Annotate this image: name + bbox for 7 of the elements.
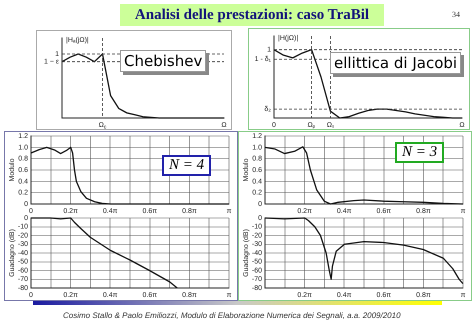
annotation: N = 3: [395, 142, 444, 163]
annotation: Chebishev: [120, 50, 206, 72]
annotation: ellittica di Jacobi: [330, 52, 462, 74]
text: Cosimo Stallo & Paolo Emiliozzi, Modulo di Elaborazione Numerica dei Segnali, a.a. 2009/2010: [63, 311, 401, 320]
annotation: N = 4: [162, 155, 212, 176]
chart-title: Analisi delle prestazioni: caso TraBil: [120, 4, 384, 26]
text: 34: [452, 10, 460, 19]
